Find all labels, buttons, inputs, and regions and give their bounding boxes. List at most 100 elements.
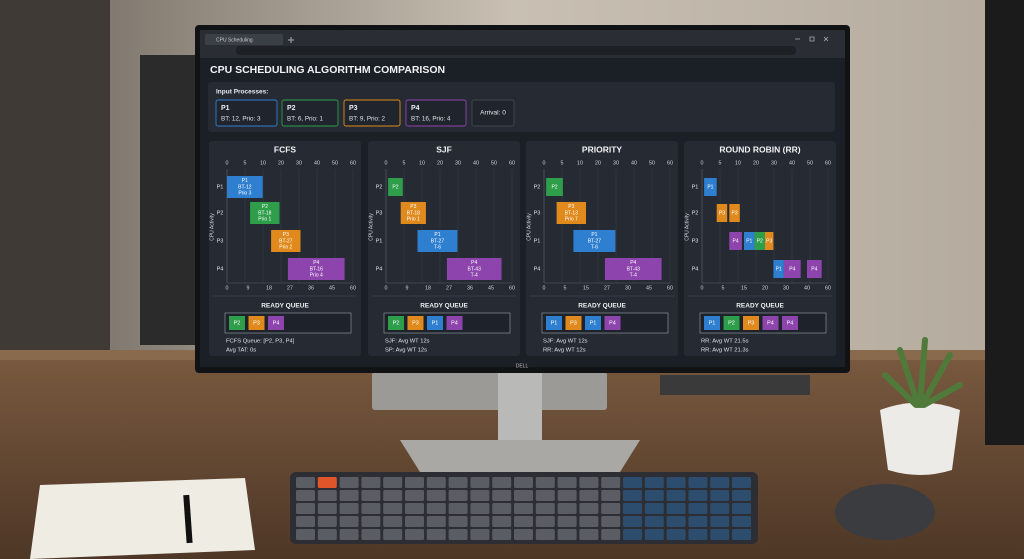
back-stand: [372, 372, 607, 410]
key: [514, 490, 533, 501]
block-label: P1: [591, 232, 597, 238]
key: [557, 490, 577, 501]
key: [361, 503, 381, 514]
queue-item-label: P3: [570, 320, 577, 326]
block-label: BT-27: [279, 238, 293, 244]
address-bar[interactable]: [236, 46, 796, 55]
key: [514, 503, 533, 514]
block-label: BT-27: [588, 238, 602, 244]
key: [710, 529, 730, 540]
row-label: P1: [692, 184, 699, 190]
block-label: BT-27: [431, 238, 445, 244]
process-chip: [215, 99, 278, 127]
block-label: P3: [731, 210, 737, 216]
key: [514, 516, 533, 527]
arrival: Arrival: 0: [480, 110, 506, 117]
row-label: P2: [376, 184, 383, 190]
block-label: BT-43: [627, 266, 641, 272]
block-label: P1: [746, 238, 752, 244]
stat-note: FCFS Queue: [P2, P3, P4]: [226, 339, 295, 345]
queue-label: READY QUEUE: [736, 303, 784, 310]
queue-item-label: P4: [787, 320, 794, 326]
bottom-tick-label: 27: [446, 285, 452, 291]
bottom-tick-label: 45: [329, 285, 335, 291]
block-label: T-6: [591, 245, 598, 251]
key: [361, 477, 381, 488]
top-tick-label: 30: [613, 160, 619, 166]
key: [644, 503, 664, 514]
key: [623, 490, 642, 501]
new-tab[interactable]: [288, 37, 294, 43]
page-title: CPU SCHEDULING ALGORITHM COMPARISON: [210, 64, 445, 76]
window-buttons[interactable]: [795, 36, 829, 42]
top-tick-label: 10: [577, 160, 583, 166]
process-detail: BT: 12, Prio: 3: [221, 116, 261, 123]
key: [339, 529, 359, 540]
key: [426, 529, 446, 540]
key: [514, 529, 533, 540]
top-tick-label: 5: [403, 160, 406, 166]
top-tick-label: 5: [244, 160, 247, 166]
key: [535, 516, 555, 527]
key: [601, 516, 621, 527]
block-label: P1: [707, 184, 713, 190]
top-tick-label: 40: [631, 160, 637, 166]
key: [405, 477, 424, 488]
key: [405, 516, 424, 527]
top-tick-label: 30: [296, 160, 302, 166]
bottom-tick-label: 5: [722, 285, 725, 291]
gantt-block: [556, 202, 586, 224]
top-tick-label: 30: [455, 160, 461, 166]
queue-label: READY QUEUE: [420, 303, 468, 310]
key: [688, 490, 708, 501]
bottom-tick-label: 0: [543, 285, 546, 291]
bottom-tick-label: 60: [509, 285, 515, 291]
queue-item-label: P4: [767, 320, 774, 326]
top-tick-label: 50: [332, 160, 338, 166]
key: [666, 503, 686, 514]
monitor-base: [400, 440, 640, 472]
queue-item: [446, 316, 463, 330]
queue-label: READY QUEUE: [261, 303, 309, 310]
bottom-tick-label: 9: [406, 285, 409, 291]
stat-note: SP: Avg WT 12s: [385, 348, 427, 354]
key: [732, 490, 751, 501]
key: [405, 529, 424, 540]
bottom-tick-label: 27: [604, 285, 610, 291]
key: [644, 529, 664, 540]
side-monitor: [985, 0, 1024, 445]
key: [383, 477, 403, 488]
bottom-tick-label: 0: [701, 285, 704, 291]
key: [644, 490, 664, 501]
process-name: P2: [287, 105, 296, 112]
gantt-block: [783, 260, 801, 278]
gantt-block: [604, 258, 662, 280]
laptop: [660, 375, 810, 395]
block-label: Prio 1: [407, 217, 420, 223]
key: [492, 516, 512, 527]
key: [688, 516, 708, 527]
block-label: P3: [766, 238, 772, 244]
key: [710, 516, 730, 527]
top-tick-label: 20: [278, 160, 284, 166]
top-tick-label: 20: [595, 160, 601, 166]
block-label: BT-18: [407, 210, 421, 216]
stat-note: SJF: Avg WT 12s: [543, 339, 588, 345]
key: [732, 516, 751, 527]
block-label: P1: [242, 178, 248, 184]
queue-item: [427, 316, 443, 330]
key: [470, 477, 490, 488]
process-detail: BT: 16, Prio: 4: [411, 116, 451, 123]
key: [426, 477, 446, 488]
top-tick-label: 20: [753, 160, 759, 166]
block-label: P1: [776, 266, 782, 272]
key: [339, 490, 359, 501]
bottom-tick-label: 27: [287, 285, 293, 291]
queue-label: READY QUEUE: [578, 303, 626, 310]
y-axis-label: CPU Activity: [526, 213, 532, 241]
bottom-tick-label: 60: [350, 285, 356, 291]
process-chip: [281, 99, 339, 127]
queue-item: [604, 316, 621, 330]
top-tick-label: 40: [314, 160, 320, 166]
bottom-tick-label: 15: [583, 285, 589, 291]
